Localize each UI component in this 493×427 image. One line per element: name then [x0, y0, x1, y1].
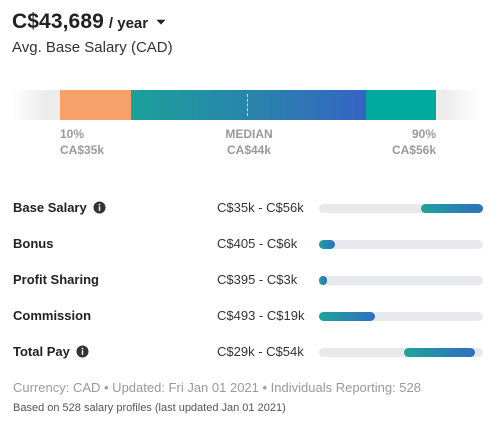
pay-row-label: Total Pay [13, 344, 70, 359]
pay-range-track [319, 312, 483, 321]
percentile-90-value: CA$56k [391, 143, 436, 157]
pay-row-label-container: Total Pay [13, 344, 89, 359]
pay-row-range: C$493 - C$19k [217, 308, 305, 323]
footer-note: Based on 528 salary profiles (last updat… [13, 402, 286, 414]
pay-row-label: Commission [13, 308, 92, 323]
median-label: MEDIAN CA$44k [204, 126, 294, 158]
percentile-10-label: 10% CA$35k [60, 126, 104, 158]
info-icon[interactable] [76, 345, 89, 358]
percentile-90-pct: 90% [411, 127, 436, 141]
pay-row-label: Profit Sharing [13, 272, 99, 287]
info-icon[interactable] [93, 201, 106, 214]
pay-row-commission: Commission C$493 - C$19k [12, 306, 484, 326]
median-value: CA$44k [226, 143, 272, 157]
percentile-90-label: 90% CA$56k [368, 126, 436, 158]
distribution-mid-segment [131, 90, 366, 120]
pay-range-track [319, 276, 483, 285]
pay-range-track [319, 204, 483, 213]
distribution-low-segment [60, 90, 131, 120]
pay-row-range: C$395 - C$3k [217, 272, 298, 287]
pay-row-label-container: Commission [13, 308, 91, 323]
pay-row-range: C$35k - C$56k [217, 200, 304, 215]
pay-row-label: Bonus [13, 236, 54, 251]
pay-row-label-container: Base Salary [13, 200, 106, 215]
median-marker [247, 94, 248, 116]
pay-row-profit-sharing: Profit Sharing C$395 - C$3k [12, 270, 484, 290]
pay-row-label: Base Salary [13, 200, 87, 215]
pay-range-fill [404, 348, 475, 357]
percentile-10-pct: 10% [60, 127, 85, 141]
footer-meta: Currency: CAD • Updated: Fri Jan 01 2021… [13, 380, 421, 395]
percentile-10-value: CA$35k [60, 143, 105, 157]
salary-distribution-bar [12, 90, 482, 120]
pay-range-fill [319, 312, 375, 321]
pay-row-total-pay: Total Pay C$29k - C$54k [12, 342, 484, 362]
distribution-high-segment [366, 90, 436, 120]
pay-range-track [319, 240, 483, 249]
pay-row-range: C$405 - C$6k [217, 236, 298, 251]
median-pct: MEDIAN [225, 127, 273, 141]
salary-header: C$43,689 / year Avg. Base Salary (CAD) [12, 10, 173, 56]
pay-row-base-salary: Base Salary C$35k - C$56k [12, 198, 484, 218]
pay-row-range: C$29k - C$54k [217, 344, 304, 359]
pay-row-label-container: Bonus [13, 236, 53, 251]
salary-amount-row: C$43,689 / year [12, 10, 173, 34]
pay-period-label[interactable]: / year [108, 15, 149, 32]
pay-range-fill [319, 276, 328, 285]
pay-row-label-container: Profit Sharing [13, 272, 99, 287]
pay-range-track [319, 348, 483, 357]
pay-row-bonus: Bonus C$405 - C$6k [12, 234, 484, 254]
salary-amount: C$43,689 [12, 10, 104, 33]
salary-subtitle: Avg. Base Salary (CAD) [12, 39, 173, 56]
caret-down-icon[interactable] [155, 16, 167, 28]
pay-range-fill [420, 204, 483, 213]
pay-range-fill [319, 240, 336, 249]
